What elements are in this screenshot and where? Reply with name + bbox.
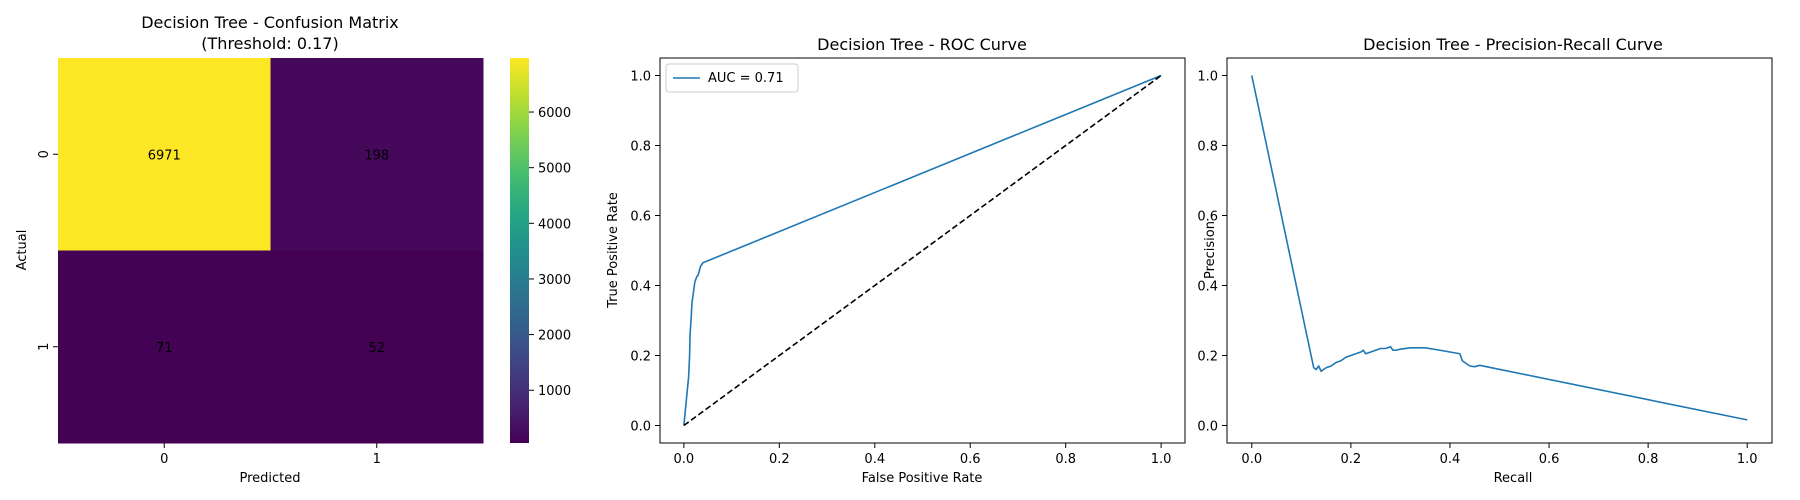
heatmap-cell-label-1-1: 52	[368, 341, 385, 356]
roc-ytick-label: 0.4	[630, 280, 651, 295]
roc-xlabel: False Positive Rate	[862, 471, 983, 486]
roc-xtick-label: 0.4	[864, 452, 885, 467]
heatmap-xtick-label: 1	[373, 452, 381, 467]
pr-ytick-label: 0.4	[1197, 280, 1218, 295]
heatmap-xtick-label: 0	[160, 452, 168, 467]
confusion-matrix-title: Decision Tree - Confusion Matrix	[141, 13, 399, 32]
roc-legend-box	[665, 63, 799, 93]
pr-xtick-label: 1.0	[1737, 452, 1758, 467]
heatmap-cell-label-1-0: 71	[156, 341, 173, 356]
roc-legend: AUC = 0.71	[665, 63, 799, 93]
confusion-matrix-xlabel: Predicted	[239, 471, 300, 486]
heatmap-cell-0-1	[270, 58, 484, 251]
colorbar-tick-label: 1000	[538, 384, 571, 399]
roc-ytick-label: 0.0	[630, 420, 651, 435]
roc-xtick-label: 0.6	[960, 452, 981, 467]
roc-axes-frame	[659, 57, 1186, 444]
roc-ytick-label: 1.0	[630, 70, 651, 85]
confusion-matrix-panel: Decision Tree - Confusion Matrix (Thresh…	[15, 13, 571, 486]
roc-panel: Decision Tree - ROC Curve 0.0 0.2 0.4 0.6 0.…	[606, 35, 1186, 486]
roc-xtick-label: 1.0	[1151, 452, 1172, 467]
colorbar: 1000 2000 3000 4000 5000 6000	[510, 58, 571, 443]
heatmap-cell-label-0-0: 6971	[148, 148, 181, 163]
roc-xtick-label: 0.8	[1055, 452, 1076, 467]
confusion-matrix-subtitle: (Threshold: 0.17)	[201, 34, 338, 53]
pr-ytick-label: 0.2	[1197, 350, 1218, 365]
roc-ylabel: True Positive Rate	[606, 192, 621, 309]
pr-xtick-label: 0.2	[1341, 452, 1362, 467]
heatmap-ytick-label: 0	[37, 150, 52, 158]
pr-ytick-label: 1.0	[1197, 70, 1218, 85]
roc-ytick-label: 0.6	[630, 210, 651, 225]
roc-xtick-label: 0.2	[769, 452, 790, 467]
pr-ytick-label: 0.8	[1197, 140, 1218, 155]
confusion-matrix-ylabel: Actual	[15, 230, 30, 271]
pr-panel: Decision Tree - Precision-Recall Curve 0…	[1197, 35, 1773, 486]
pr-ylabel: Precision	[1203, 221, 1218, 279]
pr-xtick-label: 0.4	[1440, 452, 1461, 467]
heatmap-cells: 6971 198 71 52	[58, 58, 484, 444]
colorbar-tick-label: 3000	[538, 273, 571, 288]
colorbar-tick-label: 4000	[538, 217, 571, 232]
pr-ytick-label: 0.0	[1197, 420, 1218, 435]
roc-ytick-label: 0.2	[630, 350, 651, 365]
roc-series-0-line	[683, 74, 1162, 426]
heatmap-cell-label-0-1: 198	[364, 148, 389, 163]
pr-axes-frame	[1226, 57, 1773, 444]
heatmap-ytick-label: 1	[37, 343, 52, 351]
roc-title: Decision Tree - ROC Curve	[817, 35, 1027, 54]
pr-xtick-label: 0.8	[1638, 452, 1659, 467]
pr-ytick-label: 0.6	[1197, 210, 1218, 225]
roc-plot-area: 0.0 0.2 0.4 0.6 0.8 1.0 0.0 0.2 0.4 0.6 0.8 1.0	[630, 70, 1171, 468]
heatmap-cell-1-1	[270, 250, 484, 444]
pr-series-0-line	[1250, 75, 1748, 421]
pr-xlabel: Recall	[1494, 471, 1533, 486]
colorbar-gradient	[510, 58, 529, 443]
pr-xtick-label: 0.6	[1539, 452, 1560, 467]
heatmap-cell-0-0	[58, 58, 271, 251]
pr-xtick-label: 0.0	[1241, 452, 1262, 467]
colorbar-tick-label: 2000	[538, 329, 571, 344]
colorbar-tick-label: 5000	[538, 162, 571, 177]
roc-legend-label: AUC = 0.71	[708, 71, 784, 86]
pr-plot-area: 0.0 0.2 0.4 0.6 0.8 1.0 0.0 0.2 0.4 0.6 0.8 1.0	[1197, 70, 1757, 468]
roc-ytick-label: 0.8	[630, 140, 651, 155]
colorbar-tick-label: 6000	[538, 106, 571, 121]
heatmap-cell-1-0	[58, 250, 271, 444]
heatmap-ticks: 0 1 0 1	[37, 150, 381, 467]
roc-xtick-label: 0.0	[674, 452, 695, 467]
pr-title: Decision Tree - Precision-Recall Curve	[1363, 35, 1663, 54]
